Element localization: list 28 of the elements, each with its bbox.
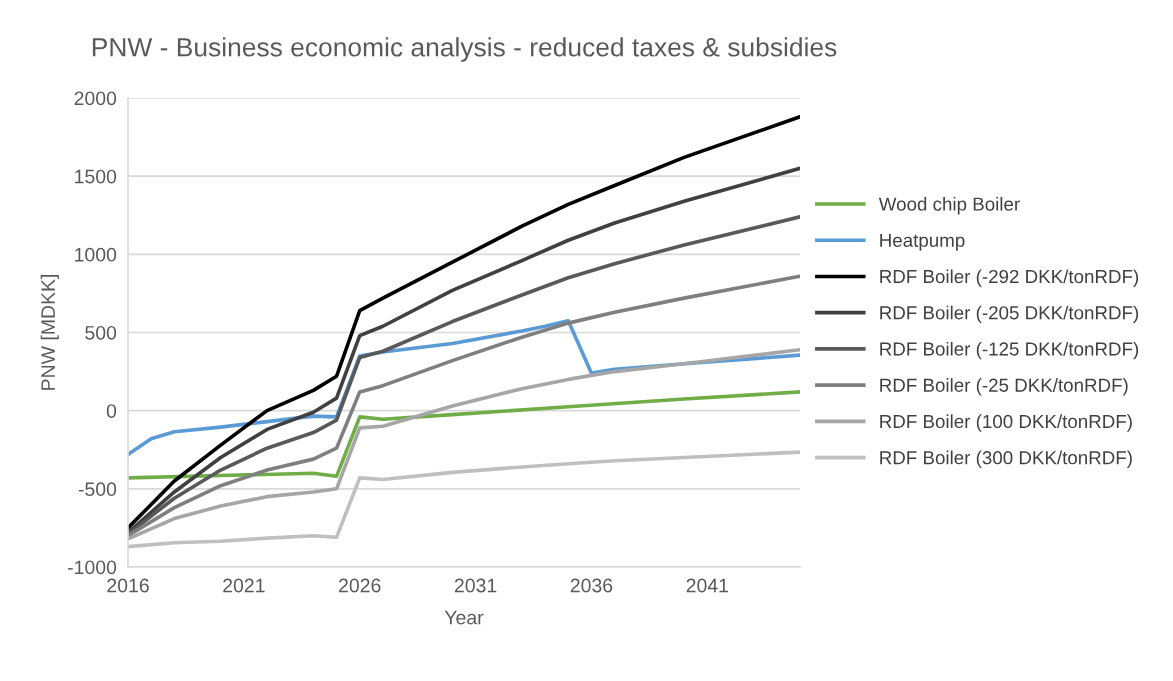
line-series: [128, 450, 800, 549]
legend-label: RDF Boiler (300 DKK/tonRDF): [880, 450, 1132, 469]
y-tick-label: -1000: [68, 560, 117, 575]
y-tick-label: 1000: [75, 247, 117, 262]
y-axis-title: PNW [MDKK]: [40, 275, 59, 390]
x-tick-label: 2021: [223, 578, 265, 593]
legend-label: RDF Boiler (-25 DKK/tonRDF): [880, 378, 1128, 396]
legend-label: RDF Boiler (-125 DKK/tonRDF): [880, 341, 1139, 360]
y-tick-label: -500: [78, 482, 117, 497]
line-series: [128, 347, 800, 541]
line-series: [128, 274, 800, 538]
y-tick-label: 1500: [75, 169, 117, 184]
x-tick-label: 2026: [339, 578, 381, 593]
y-tick-label: 500: [85, 325, 117, 340]
x-tick-label: 2031: [454, 578, 497, 593]
x-tick-label: 2036: [570, 578, 613, 593]
x-tick-label: 2016: [107, 578, 149, 593]
y-tick-label: 0: [106, 404, 117, 418]
legend-label: Wood chip Boiler: [878, 196, 1020, 215]
chart-title: PNW - Business economic analysis - reduced taxes & subsidies: [92, 37, 837, 62]
legend-label: RDF Boiler (-205 DKK/tonRDF): [880, 305, 1139, 324]
legend-label: RDF Boiler (100 DKK/tonRDF): [880, 414, 1132, 432]
x-tick-label: 2041: [686, 578, 728, 593]
legend-label: RDF Boiler (-292 DKK/tonRDF): [880, 269, 1139, 287]
line-series: [128, 390, 800, 480]
y-tick-label: 2000: [74, 91, 117, 106]
legend-label: Heatpump: [880, 233, 965, 251]
x-axis-title: Year: [444, 610, 484, 625]
